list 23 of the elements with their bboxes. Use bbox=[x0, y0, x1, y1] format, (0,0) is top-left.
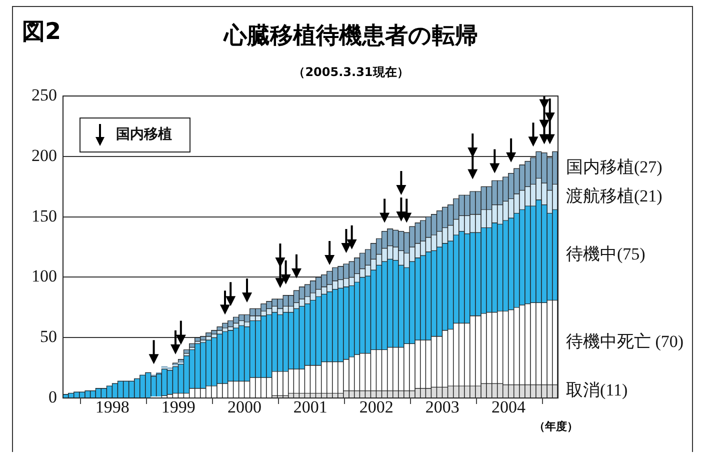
x-axis-title: （年度） bbox=[534, 419, 578, 434]
chart-subtitle: （2005.3.31現在） bbox=[292, 64, 410, 81]
x-tick-label: 2002 bbox=[359, 398, 394, 417]
caption: 図2 bbox=[22, 18, 62, 47]
x-tick-label: 2004 bbox=[492, 398, 526, 417]
series-label: 待機中(75) bbox=[566, 244, 646, 264]
x-tick-label: 2001 bbox=[293, 398, 328, 417]
series-label: 渡航移植(21) bbox=[566, 186, 662, 206]
y-tick-label: 50 bbox=[40, 327, 57, 346]
x-tick-label: 1998 bbox=[95, 398, 130, 417]
chart-title: 心臓移植待機患者の転帰 bbox=[224, 23, 478, 49]
x-tick-label: 2000 bbox=[227, 398, 262, 417]
series-label: 国内移植(27) bbox=[566, 157, 662, 176]
y-tick-label: 200 bbox=[32, 146, 57, 165]
y-tick-label: 0 bbox=[48, 387, 57, 406]
x-tick-label: 1999 bbox=[161, 398, 196, 417]
y-tick-label: 250 bbox=[32, 85, 57, 104]
series-label: 取消(11) bbox=[566, 380, 628, 400]
y-tick-label: 100 bbox=[32, 266, 57, 286]
y-tick-label: 150 bbox=[32, 206, 57, 226]
series-label: 待機中死亡 (70) bbox=[566, 332, 684, 351]
legend-label: 国内移植 bbox=[116, 126, 172, 143]
x-tick-label: 2003 bbox=[425, 398, 460, 417]
